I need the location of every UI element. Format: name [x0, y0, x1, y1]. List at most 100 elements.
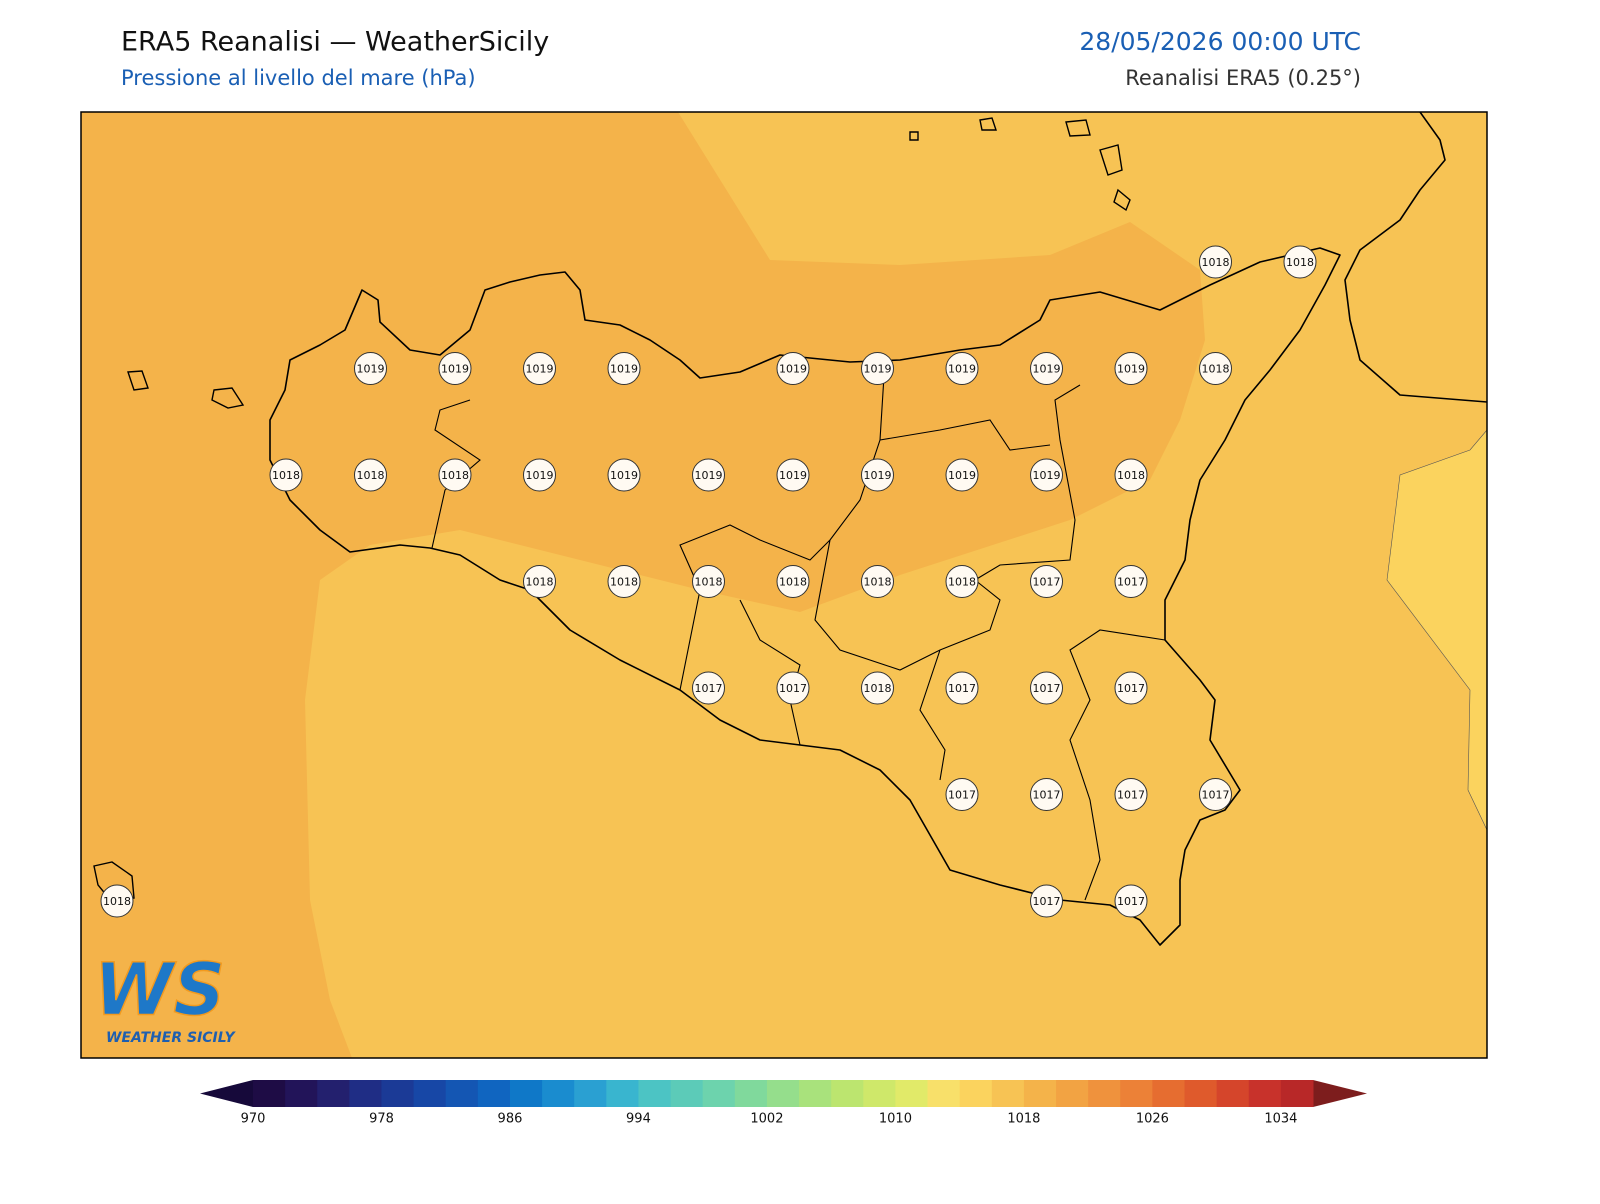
station-value: 1017	[1033, 682, 1061, 695]
colorbar-tick-label: 1010	[879, 1112, 912, 1127]
colorbar-tick-label: 1034	[1264, 1112, 1297, 1127]
station-marker	[1030, 778, 1063, 811]
station-marker	[692, 565, 725, 598]
station-marker	[1114, 352, 1148, 385]
colorbar-segment	[959, 1080, 993, 1107]
station-value: 1017	[948, 789, 976, 802]
colorbar-segment	[863, 1080, 896, 1107]
title: ERA5 Reanalisi — WeatherSicily	[121, 27, 549, 58]
station-marker	[269, 458, 303, 492]
station-value: 1017	[1033, 576, 1061, 589]
station-marker	[692, 671, 725, 705]
station-value: 1018	[103, 895, 131, 908]
station-marker	[1199, 352, 1232, 385]
station-marker	[1114, 458, 1148, 492]
colorbar-segment	[509, 1080, 543, 1107]
colorbar-segment	[253, 1080, 286, 1107]
colorbar-segment	[831, 1080, 864, 1107]
colorbar-segment	[927, 1080, 961, 1107]
station-marker	[438, 458, 472, 492]
station-marker	[607, 458, 641, 492]
station-marker	[438, 352, 472, 385]
colorbar-segment	[285, 1080, 318, 1107]
station-marker	[861, 352, 894, 385]
station-value: 1018	[610, 576, 638, 589]
station-value: 1019	[864, 363, 892, 376]
station-value: 1017	[695, 682, 723, 695]
station-value: 1017	[1033, 895, 1061, 908]
station-marker	[523, 458, 556, 492]
station-marker	[523, 352, 556, 385]
station-marker	[945, 565, 979, 598]
station-marker	[607, 352, 641, 385]
colorbar-tick-label: 978	[369, 1112, 394, 1127]
station-value: 1019	[695, 469, 723, 482]
stations: 1018 1018 1019 1019 1019 1019 1019 1019 1019 1019…	[100, 245, 1317, 918]
logo-text: WEATHER SICILY	[106, 1030, 237, 1046]
station-value: 1019	[948, 363, 976, 376]
station-value: 1018	[1286, 256, 1314, 269]
station-value: 1018	[864, 682, 892, 695]
colorbar-segment	[1184, 1080, 1218, 1107]
colorbar-segment	[766, 1080, 800, 1107]
station-marker	[1283, 245, 1317, 279]
colorbar-segment	[799, 1080, 832, 1107]
station-marker	[1030, 565, 1063, 598]
colorbar-tick-label: 994	[626, 1112, 651, 1127]
colorbar-segment	[1056, 1080, 1089, 1107]
station-value: 1019	[864, 469, 892, 482]
station-value: 1019	[610, 469, 638, 482]
station-marker	[861, 671, 894, 705]
colorbar-segment	[477, 1080, 511, 1107]
colorbar-segment	[1120, 1080, 1153, 1107]
station-marker	[945, 458, 979, 492]
colorbar-segment	[1216, 1080, 1250, 1107]
station-value: 1019	[1033, 363, 1061, 376]
station-value: 1017	[1033, 789, 1061, 802]
station-value: 1019	[1117, 363, 1145, 376]
colorbar-segment	[702, 1080, 736, 1107]
station-value: 1019	[610, 363, 638, 376]
colorbar-segment	[381, 1080, 415, 1107]
station-value: 1018	[948, 576, 976, 589]
station-value: 1018	[1202, 256, 1230, 269]
province-border	[431, 359, 1166, 901]
station-marker	[945, 778, 979, 811]
colorbar-segment	[1152, 1080, 1186, 1107]
colorbar-segment	[542, 1080, 575, 1107]
station-marker	[1199, 245, 1232, 279]
station-marker	[1114, 565, 1148, 598]
map-frame	[80, 111, 1488, 1059]
station-marker	[1199, 778, 1232, 811]
station-marker	[1114, 778, 1148, 811]
station-value: 1019	[1033, 469, 1061, 482]
station-marker	[354, 458, 387, 492]
station-marker	[776, 458, 810, 492]
colorbar-segment	[638, 1080, 672, 1107]
logo-mark: WS	[94, 948, 225, 1032]
station-value: 1018	[695, 576, 723, 589]
station-marker	[1030, 884, 1063, 918]
station-value: 1017	[1202, 789, 1230, 802]
colorbar-segment	[606, 1080, 639, 1107]
station-marker	[1030, 671, 1063, 705]
colorbar-tick-label: 970	[241, 1112, 266, 1127]
colorbar-segment	[991, 1080, 1025, 1107]
station-value: 1017	[1117, 576, 1145, 589]
station-value: 1018	[526, 576, 554, 589]
colorbar-tick-label: 1018	[1007, 1112, 1040, 1127]
station-marker	[1030, 458, 1063, 492]
station-value: 1019	[526, 469, 554, 482]
field-band	[1386, 429, 1487, 831]
colorbar-segment	[349, 1080, 382, 1107]
station-value: 1018	[272, 469, 300, 482]
station-value: 1017	[779, 682, 807, 695]
station-value: 1019	[357, 363, 385, 376]
station-value: 1017	[1117, 895, 1145, 908]
field-band	[305, 112, 1487, 1058]
station-value: 1018	[779, 576, 807, 589]
station-marker	[523, 565, 556, 598]
subtitle: Pressione al livello del mare (hPa)	[121, 66, 476, 90]
colorbar: 970 978 986 994 1002 1010 1018 1026 1034	[200, 1080, 1367, 1127]
station-value: 1018	[864, 576, 892, 589]
